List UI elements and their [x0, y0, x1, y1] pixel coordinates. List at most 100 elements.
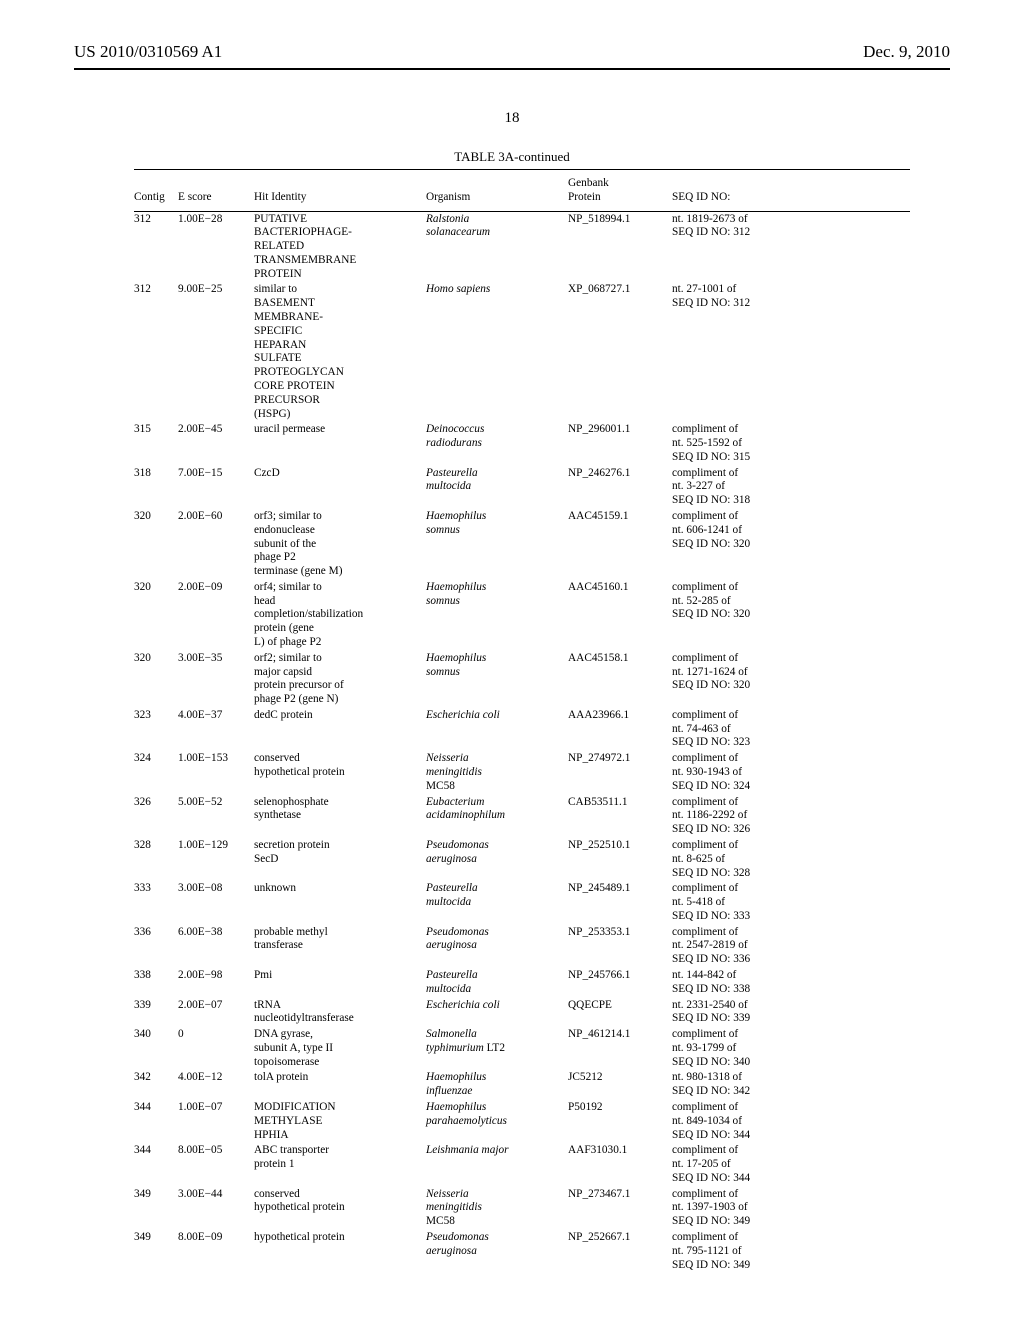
cell-escore: 3.00E−08: [178, 881, 254, 924]
cell-contig: 338: [134, 968, 178, 998]
cell-hit: ABC transporterprotein 1: [254, 1143, 426, 1186]
table-row: 3333.00E−08unknownPasteurellamultocidaNP…: [134, 881, 910, 924]
cell-genbank: NP_246276.1: [568, 466, 672, 509]
cell-seqid: compliment ofnt. 17-205 ofSEQ ID NO: 344: [672, 1143, 910, 1186]
cell-hit: orf2; similar tomajor capsidprotein prec…: [254, 651, 426, 708]
cell-contig: 318: [134, 466, 178, 509]
cell-contig: 312: [134, 282, 178, 422]
table-row: 3448.00E−05ABC transporterprotein 1Leish…: [134, 1143, 910, 1186]
col-contig: Contig: [134, 172, 178, 210]
cell-escore: 1.00E−07: [178, 1100, 254, 1143]
cell-contig: 339: [134, 998, 178, 1028]
cell-contig: 328: [134, 838, 178, 881]
table-row: 3493.00E−44conservedhypothetical protein…: [134, 1187, 910, 1230]
cell-organism: Ralstoniasolanacearum: [426, 211, 568, 282]
cell-contig: 326: [134, 795, 178, 838]
cell-escore: 2.00E−07: [178, 998, 254, 1028]
cell-organism: Haemophilusparahaemolyticus: [426, 1100, 568, 1143]
col-hit: Hit Identity: [254, 172, 426, 210]
cell-hit: selenophosphatesynthetase: [254, 795, 426, 838]
cell-genbank: AAC45160.1: [568, 580, 672, 651]
cell-contig: 344: [134, 1143, 178, 1186]
cell-seqid: compliment ofnt. 2547-2819 ofSEQ ID NO: …: [672, 925, 910, 968]
col-seqid: SEQ ID NO:: [672, 172, 910, 210]
cell-hit: hypothetical protein: [254, 1230, 426, 1273]
cell-contig: 349: [134, 1187, 178, 1230]
cell-hit: uracil permease: [254, 422, 426, 465]
cell-organism: Pasteurellamultocida: [426, 881, 568, 924]
cell-escore: 1.00E−129: [178, 838, 254, 881]
cell-genbank: NP_274972.1: [568, 751, 672, 794]
cell-organism: Haemophilussomnus: [426, 509, 568, 580]
cell-seqid: nt. 27-1001 ofSEQ ID NO: 312: [672, 282, 910, 422]
cell-genbank: NP_461214.1: [568, 1027, 672, 1070]
cell-seqid: nt. 144-842 ofSEQ ID NO: 338: [672, 968, 910, 998]
cell-genbank: AAF31030.1: [568, 1143, 672, 1186]
cell-seqid: compliment ofnt. 1397-1903 ofSEQ ID NO: …: [672, 1187, 910, 1230]
cell-escore: 7.00E−15: [178, 466, 254, 509]
cell-seqid: compliment ofnt. 5-418 ofSEQ ID NO: 333: [672, 881, 910, 924]
cell-contig: 312: [134, 211, 178, 282]
cell-contig: 320: [134, 651, 178, 708]
cell-escore: 9.00E−25: [178, 282, 254, 422]
cell-genbank: NP_252667.1: [568, 1230, 672, 1273]
cell-genbank: NP_253353.1: [568, 925, 672, 968]
cell-hit: conservedhypothetical protein: [254, 1187, 426, 1230]
cell-escore: 1.00E−153: [178, 751, 254, 794]
cell-genbank: NP_245766.1: [568, 968, 672, 998]
table-row: 3202.00E−60orf3; similar toendonucleases…: [134, 509, 910, 580]
cell-organism: Pasteurellamultocida: [426, 466, 568, 509]
table-title: TABLE 3A-continued: [0, 149, 1024, 165]
cell-hit: Pmi: [254, 968, 426, 998]
patent-number: US 2010/0310569 A1: [74, 42, 222, 62]
cell-escore: 4.00E−37: [178, 708, 254, 751]
cell-organism: Haemophilusinfluenzae: [426, 1070, 568, 1100]
cell-escore: 4.00E−12: [178, 1070, 254, 1100]
cell-hit: probable methyltransferase: [254, 925, 426, 968]
cell-genbank: AAC45159.1: [568, 509, 672, 580]
cell-genbank: NP_252510.1: [568, 838, 672, 881]
table-row: 3187.00E−15CzcDPasteurellamultocidaNP_24…: [134, 466, 910, 509]
table-row: 3129.00E−25similar toBASEMENTMEMBRANE-SP…: [134, 282, 910, 422]
cell-hit: tolA protein: [254, 1070, 426, 1100]
cell-seqid: compliment ofnt. 8-625 ofSEQ ID NO: 328: [672, 838, 910, 881]
cell-organism: Leishmania major: [426, 1143, 568, 1186]
cell-hit: orf4; similar toheadcompletion/stabiliza…: [254, 580, 426, 651]
cell-escore: 5.00E−52: [178, 795, 254, 838]
data-table: Contig E score Hit Identity Organism Gen…: [134, 169, 910, 1273]
header-rule: [74, 68, 950, 70]
cell-hit: unknown: [254, 881, 426, 924]
cell-escore: 8.00E−05: [178, 1143, 254, 1186]
cell-contig: 315: [134, 422, 178, 465]
cell-escore: 1.00E−28: [178, 211, 254, 282]
cell-organism: Pseudomonasaeruginosa: [426, 925, 568, 968]
cell-escore: 8.00E−09: [178, 1230, 254, 1273]
cell-contig: 349: [134, 1230, 178, 1273]
cell-genbank: NP_296001.1: [568, 422, 672, 465]
table-row: 3265.00E−52selenophosphatesynthetaseEuba…: [134, 795, 910, 838]
cell-contig: 336: [134, 925, 178, 968]
cell-seqid: nt. 980-1318 ofSEQ ID NO: 342: [672, 1070, 910, 1100]
col-genbank: Genbank Protein: [568, 172, 672, 210]
table-row: 3382.00E−98PmiPasteurellamultocidaNP_245…: [134, 968, 910, 998]
table-row: 3498.00E−09hypothetical proteinPseudomon…: [134, 1230, 910, 1273]
cell-organism: Pasteurellamultocida: [426, 968, 568, 998]
cell-escore: 2.00E−60: [178, 509, 254, 580]
cell-escore: 0: [178, 1027, 254, 1070]
cell-hit: MODIFICATIONMETHYLASEHPHIA: [254, 1100, 426, 1143]
cell-genbank: NP_273467.1: [568, 1187, 672, 1230]
table-row: 3424.00E−12tolA proteinHaemophilusinflue…: [134, 1070, 910, 1100]
cell-seqid: compliment ofnt. 606-1241 ofSEQ ID NO: 3…: [672, 509, 910, 580]
table-row: 3281.00E−129secretion proteinSecDPseudom…: [134, 838, 910, 881]
cell-seqid: nt. 2331-2540 ofSEQ ID NO: 339: [672, 998, 910, 1028]
table-row: 3392.00E−07tRNAnucleotidyltransferaseEsc…: [134, 998, 910, 1028]
cell-organism: Pseudomonasaeruginosa: [426, 838, 568, 881]
cell-seqid: compliment ofnt. 525-1592 ofSEQ ID NO: 3…: [672, 422, 910, 465]
cell-seqid: compliment ofnt. 1271-1624 ofSEQ ID NO: …: [672, 651, 910, 708]
cell-genbank: AAC45158.1: [568, 651, 672, 708]
cell-contig: 333: [134, 881, 178, 924]
cell-organism: Escherichia coli: [426, 998, 568, 1028]
cell-escore: 2.00E−09: [178, 580, 254, 651]
cell-genbank: CAB53511.1: [568, 795, 672, 838]
cell-genbank: AAA23966.1: [568, 708, 672, 751]
